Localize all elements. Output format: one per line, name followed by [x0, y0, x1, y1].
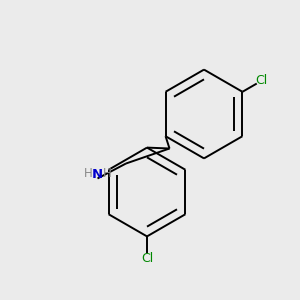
Text: Cl: Cl [255, 74, 268, 87]
Text: Cl: Cl [141, 252, 153, 265]
Text: N: N [92, 168, 103, 182]
Text: H: H [103, 167, 112, 180]
Text: H: H [83, 167, 92, 180]
